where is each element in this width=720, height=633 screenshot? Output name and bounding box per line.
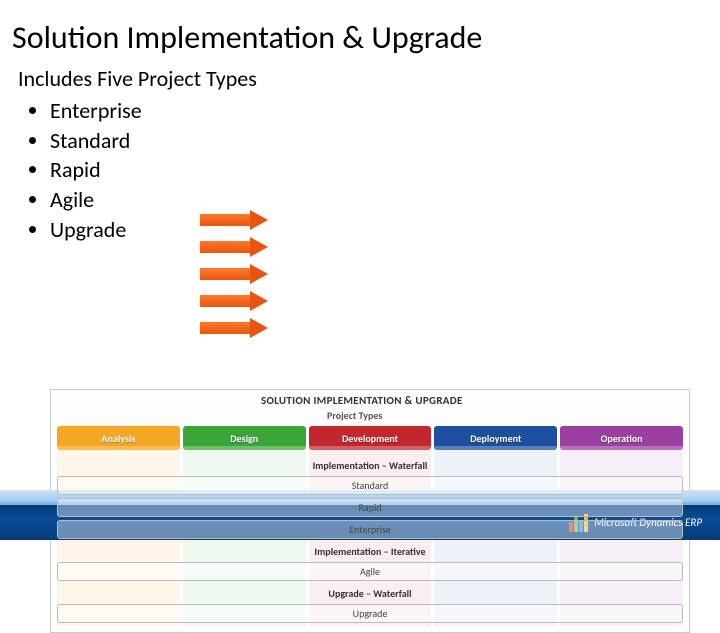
slide: Solution Implementation & Upgrade Includ…	[0, 0, 720, 540]
page-title: Solution Implementation & Upgrade	[0, 0, 720, 65]
arrow-icon	[200, 237, 270, 257]
arrow-overlay	[200, 210, 270, 345]
subtitle: Includes Five Project Types	[0, 65, 720, 96]
track-enterprise: Enterprise	[57, 520, 683, 539]
section-label: Implementation – Waterfall	[57, 456, 683, 474]
list-item: Enterprise	[50, 96, 720, 126]
project-types-diagram: SOLUTION IMPLEMENTATION & UPGRADE Projec…	[50, 389, 690, 633]
section-label: Upgrade – Waterfall	[57, 584, 683, 602]
diagram-subheading: Project Types	[51, 409, 689, 426]
bullet-list: Enterprise Standard Rapid Agile Upgrade	[0, 96, 720, 244]
arrow-icon	[200, 210, 270, 230]
list-item: Upgrade	[50, 215, 720, 245]
list-item: Rapid	[50, 155, 720, 185]
arrow-icon	[200, 264, 270, 284]
diagram-heading: SOLUTION IMPLEMENTATION & UPGRADE	[51, 390, 689, 409]
track-standard: Standard	[57, 476, 683, 495]
list-item: Standard	[50, 126, 720, 156]
track-agile: Agile	[57, 562, 683, 581]
tracks-container: Implementation – Waterfall Standard Rapi…	[51, 456, 689, 632]
arrow-icon	[200, 291, 270, 311]
arrow-icon	[200, 318, 270, 338]
list-item: Agile	[50, 185, 720, 215]
track-rapid: Rapid	[57, 498, 683, 517]
track-upgrade: Upgrade	[57, 604, 683, 623]
section-label: Implementation – Iterative	[57, 542, 683, 560]
